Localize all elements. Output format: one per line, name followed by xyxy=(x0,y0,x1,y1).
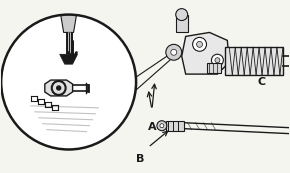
Circle shape xyxy=(57,86,61,90)
Circle shape xyxy=(171,49,177,55)
Circle shape xyxy=(157,121,167,131)
Circle shape xyxy=(197,41,202,47)
Circle shape xyxy=(1,15,136,149)
Text: A: A xyxy=(148,122,156,132)
Polygon shape xyxy=(182,33,229,74)
Circle shape xyxy=(176,9,188,21)
Circle shape xyxy=(160,124,164,128)
Text: B: B xyxy=(136,154,144,165)
FancyBboxPatch shape xyxy=(207,63,221,73)
Polygon shape xyxy=(45,80,72,96)
Polygon shape xyxy=(60,54,77,64)
Circle shape xyxy=(211,54,223,66)
FancyBboxPatch shape xyxy=(176,15,188,33)
FancyBboxPatch shape xyxy=(166,121,184,131)
Circle shape xyxy=(215,58,220,63)
Polygon shape xyxy=(61,15,77,33)
Text: C: C xyxy=(257,77,265,87)
FancyBboxPatch shape xyxy=(225,47,283,75)
Circle shape xyxy=(166,44,182,60)
Circle shape xyxy=(193,37,206,51)
